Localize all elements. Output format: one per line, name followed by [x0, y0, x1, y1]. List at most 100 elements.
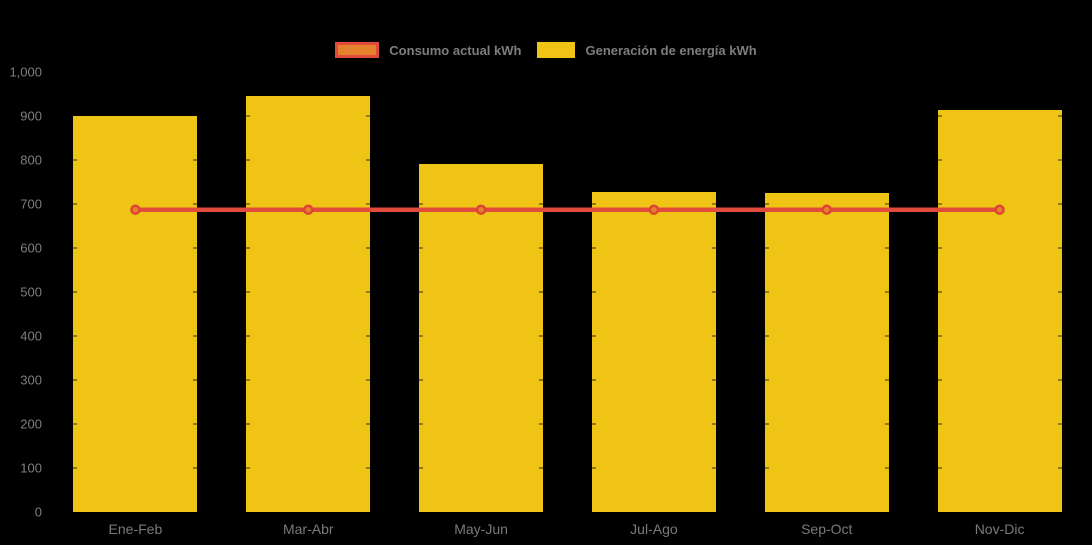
- y-axis-label: 200: [20, 416, 42, 432]
- gridline-stub: [591, 290, 596, 293]
- gridline-stub: [884, 202, 889, 205]
- gridline-stub: [73, 467, 78, 469]
- gridline-stub: [419, 466, 424, 469]
- legend-item-consumo[interactable]: Consumo actual kWh: [335, 42, 521, 58]
- gridline-stub: [591, 466, 596, 469]
- gridline-stub: [937, 290, 942, 293]
- bar-generacion-Ene-Feb[interactable]: [73, 116, 198, 512]
- gridline-stub: [591, 246, 596, 249]
- gridline-stub: [1057, 422, 1062, 425]
- generacion-bar-swatch-icon: [537, 42, 576, 58]
- y-axis-label: 500: [20, 284, 42, 300]
- gridline-stub: [73, 159, 78, 161]
- gridline-stub: [884, 466, 889, 469]
- gridline-stub: [1057, 290, 1062, 293]
- gridline-stub: [764, 422, 769, 425]
- gridline-stub: [419, 422, 424, 425]
- gridline-stub: [539, 466, 544, 469]
- gridline-stub: [1057, 158, 1062, 161]
- gridline-stub: [73, 335, 78, 337]
- gridline-stub: [419, 202, 424, 205]
- gridline-stub: [193, 203, 198, 205]
- bar-generacion-Sep-Oct[interactable]: [764, 193, 889, 512]
- gridline-stub: [366, 202, 371, 205]
- bar-generacion-Jul-Ago[interactable]: [591, 191, 716, 512]
- x-axis-label: Mar-Abr: [282, 521, 334, 537]
- legend-item-generacion[interactable]: Generación de energía kWh: [537, 42, 757, 58]
- gridline-stub: [1057, 246, 1062, 249]
- gridline-stub: [366, 466, 371, 469]
- gridline-stub: [366, 114, 371, 117]
- gridline-stub: [193, 423, 198, 425]
- gridline-stub: [366, 290, 371, 293]
- bar-generacion-Nov-Dic[interactable]: [937, 110, 1062, 512]
- gridline-stub: [193, 335, 198, 337]
- gridline-stub: [884, 290, 889, 293]
- x-axis-label: Jul-Ago: [630, 521, 678, 537]
- consumo-line-swatch-icon: [335, 42, 380, 58]
- gridline-stub: [246, 422, 251, 425]
- y-axis-label: 600: [20, 240, 42, 256]
- gridline-stub: [764, 246, 769, 249]
- gridline-stub: [366, 422, 371, 425]
- gridline-stub: [764, 334, 769, 337]
- gridline-stub: [246, 114, 251, 117]
- gridline-stub: [539, 290, 544, 293]
- gridline-stub: [246, 246, 251, 249]
- gridline-stub: [591, 378, 596, 381]
- y-axis-label: 100: [20, 460, 42, 476]
- bar-generacion-May-Jun[interactable]: [419, 164, 544, 512]
- gridline-stub: [419, 334, 424, 337]
- y-axis-label: 800: [20, 152, 42, 168]
- y-axis-label: 400: [20, 328, 42, 344]
- x-axis-label: Sep-Oct: [801, 521, 853, 537]
- gridline-stub: [246, 466, 251, 469]
- gridline-stub: [366, 158, 371, 161]
- y-axis-label: 1,000: [9, 64, 42, 80]
- gridline-stub: [73, 247, 78, 249]
- gridline-stub: [711, 334, 716, 337]
- gridline-stub: [193, 159, 198, 161]
- gridline-stub: [764, 466, 769, 469]
- gridline-stub: [366, 378, 371, 381]
- gridline-stub: [246, 158, 251, 161]
- x-axis-label: May-Jun: [454, 521, 508, 537]
- gridline-stub: [937, 378, 942, 381]
- gridline-stub: [937, 158, 942, 161]
- gridline-stub: [193, 247, 198, 249]
- gridline-stub: [419, 246, 424, 249]
- gridline-stub: [539, 422, 544, 425]
- bar-generacion-Mar-Abr[interactable]: [246, 96, 371, 512]
- gridline-stub: [73, 203, 78, 205]
- gridline-stub: [937, 334, 942, 337]
- gridline-stub: [366, 246, 371, 249]
- y-axis-label: 0: [34, 504, 42, 520]
- gridline-stub: [73, 423, 78, 425]
- gridline-stub: [937, 114, 942, 117]
- gridline-stub: [539, 378, 544, 381]
- gridline-stub: [419, 378, 424, 381]
- y-axis-label: 900: [20, 108, 42, 124]
- gridline-stub: [246, 290, 251, 293]
- x-axis-label: Nov-Dic: [974, 521, 1025, 537]
- gridline-stub: [1057, 114, 1062, 117]
- gridline-stub: [711, 202, 716, 205]
- gridline-stub: [366, 334, 371, 337]
- gridline-stub: [1057, 466, 1062, 469]
- gridline-stub: [539, 202, 544, 205]
- gridline-stub: [937, 466, 942, 469]
- gridline-stub: [246, 378, 251, 381]
- gridline-stub: [884, 422, 889, 425]
- gridline-stub: [193, 467, 198, 469]
- gridline-stub: [711, 422, 716, 425]
- gridline-stub: [246, 334, 251, 337]
- gridline-stub: [884, 378, 889, 381]
- gridline-stub: [711, 290, 716, 293]
- gridline-stub: [764, 378, 769, 381]
- gridline-stub: [539, 334, 544, 337]
- gridline-stub: [764, 202, 769, 205]
- gridline-stub: [591, 422, 596, 425]
- gridline-stub: [193, 291, 198, 293]
- gridline-stub: [937, 202, 942, 205]
